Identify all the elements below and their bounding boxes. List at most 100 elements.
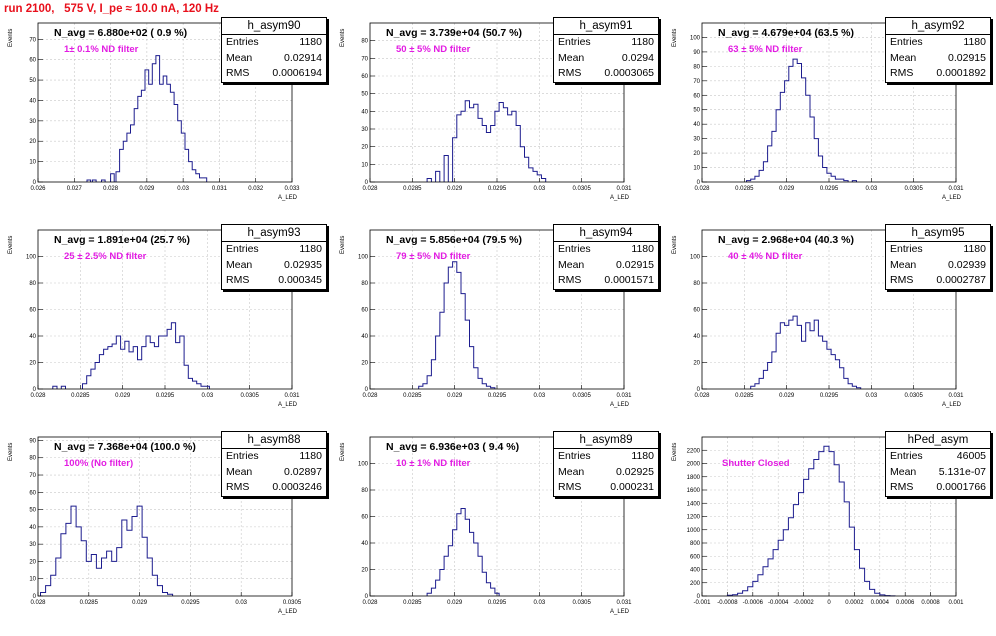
histogram-bin (831, 355, 835, 389)
histogram-name: h_asym91 (554, 18, 658, 35)
x-tick-label: -0.0002 (793, 600, 814, 606)
histogram-bin (444, 556, 448, 596)
x-tick-label: 0.029 (132, 600, 148, 606)
histogram-bin (482, 572, 486, 596)
y-tick-label: 30 (29, 542, 36, 548)
filter-annotation: 79 ± 5% ND filter (396, 251, 470, 262)
x-tick-label: 0 (827, 600, 831, 606)
histogram-bin (125, 341, 129, 389)
histogram-bin (99, 355, 103, 389)
n-avg-label: N_avg = 3.739e+04 (50.7 %) (386, 27, 522, 39)
histogram-bin (804, 479, 809, 596)
y-tick-label: 70 (29, 37, 36, 43)
mean-value: 0.02914 (284, 51, 322, 67)
histogram-bin (127, 530, 132, 596)
y-tick-label: 80 (693, 281, 700, 287)
rms-label: RMS (558, 273, 581, 289)
histogram-bars (747, 59, 857, 182)
rms-value: 0.000231 (610, 480, 654, 496)
y-tick-label: 40 (361, 334, 368, 340)
histogram-bin (482, 384, 486, 389)
x-tick-label: 0.0305 (904, 393, 923, 399)
rms-value: 0.0001766 (936, 480, 986, 496)
mean-value: 0.02939 (948, 258, 986, 274)
y-tick-label: 80 (361, 281, 368, 287)
x-tick-label: 0.0004 (871, 600, 890, 606)
histogram-bin (127, 133, 131, 182)
y-tick-label: 1200 (687, 515, 701, 521)
y-tick-label: 60 (693, 93, 700, 99)
y-tick-label: 40 (29, 334, 36, 340)
y-tick-label: 80 (361, 488, 368, 494)
histogram-bin (138, 96, 142, 182)
mean-value: 0.02915 (616, 258, 654, 274)
y-tick-label: 30 (693, 137, 700, 143)
x-tick-label: 0.026 (30, 186, 46, 192)
histogram-bin (870, 589, 875, 596)
histogram-bin (145, 70, 149, 182)
x-tick-label: 0.0305 (572, 186, 591, 192)
histogram-bin (478, 378, 482, 389)
histogram-bin (759, 170, 763, 182)
histogram-bin (465, 519, 469, 596)
y-tick-label: 20 (29, 559, 36, 565)
histogram-bin (95, 363, 99, 390)
histogram-bin (854, 550, 859, 596)
y-tick-label: 20 (693, 361, 700, 367)
y-tick-label: 100 (358, 255, 369, 261)
x-tick-label: 0.033 (284, 186, 300, 192)
y-tick-label: 70 (693, 79, 700, 85)
histogram-bin (753, 581, 758, 596)
entries-value: 1180 (299, 242, 322, 258)
rms-label: RMS (890, 273, 913, 289)
mean-value: 0.0294 (622, 51, 654, 67)
y-tick-label: 100 (690, 35, 701, 41)
y-tick-label: 70 (29, 473, 36, 479)
x-tick-label: 0.028 (362, 186, 378, 192)
x-tick-label: 0.0285 (80, 600, 99, 606)
histogram-bin (436, 580, 440, 596)
histogram-bin (184, 365, 188, 389)
filter-annotation: 63 ± 5% ND filter (728, 44, 802, 55)
histogram-bars (427, 509, 499, 597)
histogram-bin (849, 527, 854, 596)
histogram-bin (865, 581, 870, 596)
y-tick-label: 1000 (687, 528, 701, 534)
x-tick-label: 0.0295 (820, 186, 839, 192)
x-tick-label: -0.0004 (768, 600, 789, 606)
mean-label: Mean (558, 51, 584, 67)
x-tick-label: 0.0285 (403, 393, 422, 399)
histogram-bin (196, 174, 200, 182)
x-tick-label: 0.031 (616, 600, 632, 606)
histogram-bin (457, 115, 461, 182)
histogram-name: h_asym93 (222, 225, 326, 242)
histogram-bin (819, 452, 824, 596)
y-tick-label: 60 (361, 308, 368, 314)
x-tick-label: 0.03 (533, 600, 545, 606)
histogram-bin (199, 178, 203, 182)
histogram-bin (835, 360, 839, 389)
x-tick-label: 0.0305 (283, 600, 302, 606)
histogram-bin (797, 63, 801, 182)
histogram-bars (427, 101, 546, 182)
histogram-bin (111, 174, 115, 182)
x-tick-label: 0.03 (235, 600, 247, 606)
rms-value: 0.0002787 (936, 273, 986, 289)
x-tick-label: 0.029 (115, 393, 131, 399)
mean-label: Mean (226, 51, 252, 67)
histogram-bin (814, 320, 818, 389)
x-axis-label: A_LED (278, 195, 298, 201)
y-tick-label: 200 (690, 581, 701, 587)
histogram-bin (457, 272, 461, 389)
y-tick-label: 100 (690, 255, 701, 261)
y-tick-label: 80 (29, 281, 36, 287)
histogram-bin (189, 162, 193, 182)
